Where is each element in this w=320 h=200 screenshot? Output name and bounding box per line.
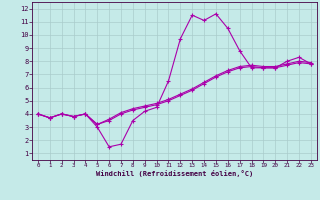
X-axis label: Windchill (Refroidissement éolien,°C): Windchill (Refroidissement éolien,°C) bbox=[96, 170, 253, 177]
